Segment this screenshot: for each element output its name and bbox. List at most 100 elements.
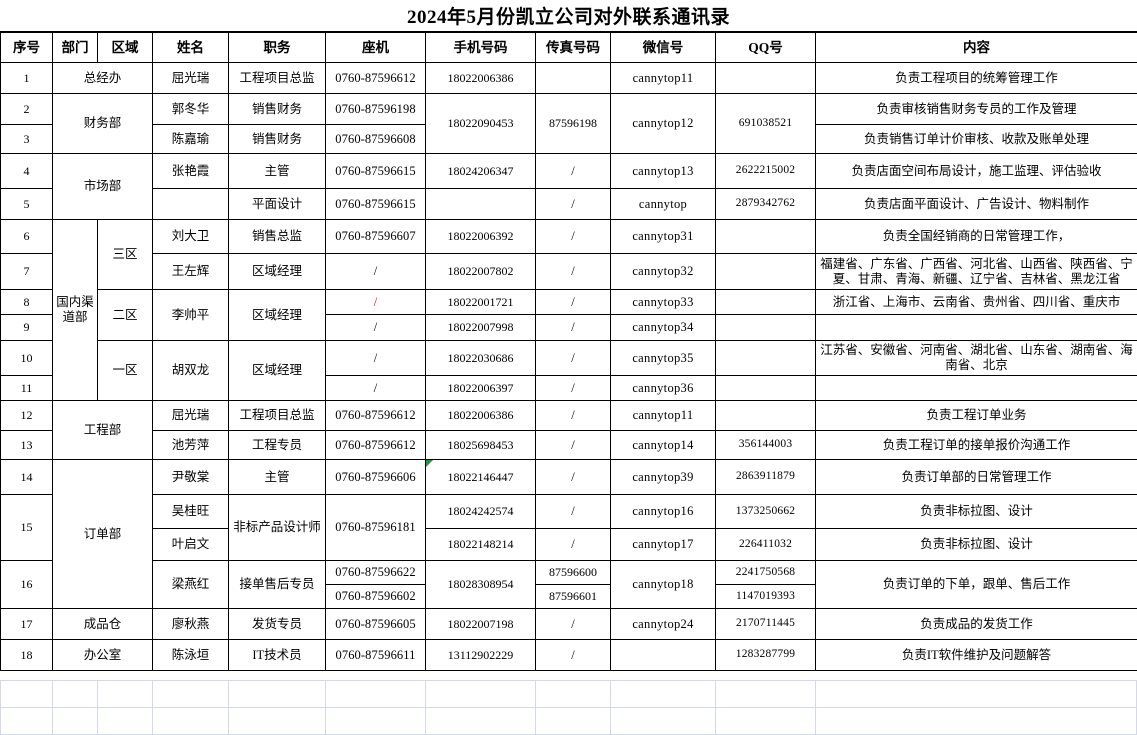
cell-seq: 10 [0, 340, 53, 376]
column-header-fax: 传真号码 [535, 32, 611, 63]
cell-fax: / [535, 289, 611, 315]
cell-content: 负责订单的下单，跟单、售后工作 [815, 560, 1137, 609]
cell-tel: 0760-87596612 [325, 62, 426, 94]
cell-wechat: cannytop14 [610, 430, 716, 460]
cell-tel: 0760-87596615 [325, 188, 426, 220]
cell-tel: 0760-87596608 [325, 124, 426, 154]
cell-fax: / [535, 153, 611, 189]
cell-name: 池芳萍 [152, 430, 229, 460]
cell-seq: 6 [0, 219, 53, 254]
cell-content: 负责店面平面设计、广告设计、物料制作 [815, 188, 1137, 220]
cell-qq: 2170711445 [715, 608, 816, 640]
cell-qq [715, 289, 816, 315]
cell-position: 主管 [228, 153, 326, 189]
table-row: 3 陈嘉瑜 销售财务 0760-87596608 负责销售订单计价审核、收款及账… [0, 124, 1137, 154]
cell-fax-secondary: 87596601 [535, 584, 611, 609]
cell-content: 负责全国经销商的日常管理工作， [815, 219, 1137, 254]
cell-dept: 国内渠道部 [52, 219, 98, 401]
cell-qq: 226411032 [715, 528, 816, 561]
cell-tel: 0760-87596181 [325, 494, 426, 561]
cell-fax: / [535, 253, 611, 290]
cell-wechat: cannytop34 [610, 314, 716, 341]
table-row: 18 办公室 陈泳垣 IT技术员 0760-87596611 131129022… [0, 639, 1137, 671]
cell-qq-secondary: 1147019393 [715, 584, 816, 609]
cell-mobile: 18024206347 [425, 153, 536, 189]
cell-seq: 9 [0, 314, 53, 341]
cell-position: 区域经理 [228, 289, 326, 341]
table-row: 13 池芳萍 工程专员 0760-87596612 18025698453 / … [0, 430, 1137, 460]
cell-qq: 356144003 [715, 430, 816, 460]
cell-fax: / [535, 314, 611, 341]
document-title-bar: 2024年5月份凯立公司对外联系通讯录 [0, 0, 1137, 32]
cell-dept: 工程部 [52, 400, 153, 460]
cell-mobile: 18022001721 [425, 289, 536, 315]
cell-content [815, 314, 1137, 341]
cell-position: 发货专员 [228, 608, 326, 640]
column-header-region: 区域 [97, 32, 153, 63]
cell-fax: / [535, 219, 611, 254]
cell-position: 工程项目总监 [228, 62, 326, 94]
cell-name: 梁燕红 [152, 560, 229, 609]
cell-name: 叶启文 [152, 528, 229, 561]
cell-tel: 0760-87596606 [325, 459, 426, 495]
cell-wechat: cannytop36 [610, 375, 716, 401]
table-row: 7 王左辉 区域经理 / 18022007802 / cannytop32 福建… [0, 253, 1137, 290]
cell-position: 销售总监 [228, 219, 326, 254]
cell-seq: 7 [0, 253, 53, 290]
cell-name: 屈光瑞 [152, 62, 229, 94]
cell-mobile: 18028308954 [425, 560, 536, 609]
cell-mobile: 18022007198 [425, 608, 536, 640]
empty-grid-area [0, 680, 1137, 735]
column-header-mobile: 手机号码 [425, 32, 536, 63]
cell-mobile: 18022090453 [425, 93, 536, 154]
cell-position: 接单售后专员 [228, 560, 326, 609]
cell-region: 三区 [97, 219, 153, 290]
cell-name: 吴桂旺 [152, 494, 229, 529]
cell-tel: / [325, 314, 426, 341]
cell-dept: 订单部 [52, 459, 153, 609]
cell-wechat: cannytop11 [610, 62, 716, 94]
cell-wechat: cannytop31 [610, 219, 716, 254]
cell-wechat: cannytop12 [610, 93, 716, 154]
cell-qq: 691038521 [715, 93, 816, 154]
cell-wechat: cannytop33 [610, 289, 716, 315]
cell-name: 陈泳垣 [152, 639, 229, 671]
cell-name: 屈光瑞 [152, 400, 229, 431]
cell-mobile: 13112902229 [425, 639, 536, 671]
cell-mobile: 18022007802 [425, 253, 536, 290]
column-header-content: 内容 [815, 32, 1137, 63]
cell-content: 负责审核销售财务专员的工作及管理 [815, 93, 1137, 125]
cell-fax: 87596600 [535, 560, 611, 585]
cell-qq [715, 375, 816, 401]
cell-qq [715, 340, 816, 376]
cell-name: 廖秋燕 [152, 608, 229, 640]
cell-position: 非标产品设计师 [228, 494, 326, 561]
cell-qq: 1283287799 [715, 639, 816, 671]
cell-position: 工程项目总监 [228, 400, 326, 431]
cell-fax: / [535, 639, 611, 671]
cell-name: 刘大卫 [152, 219, 229, 254]
cell-content [815, 375, 1137, 401]
cell-seq: 11 [0, 375, 53, 401]
cell-qq: 1373250662 [715, 494, 816, 529]
cell-name: 陈嘉瑜 [152, 124, 229, 154]
cell-mobile: 18022006386 [425, 62, 536, 94]
cell-tel: 0760-87596612 [325, 430, 426, 460]
cell-tel: 0760-87596611 [325, 639, 426, 671]
cell-content: 负责工程项目的统筹管理工作 [815, 62, 1137, 94]
cell-position: 销售财务 [228, 93, 326, 125]
cell-dept: 总经办 [52, 62, 153, 94]
cell-dept: 市场部 [52, 153, 153, 220]
cell-content: 福建省、广东省、广西省、河北省、山西省、陕西省、宁夏、甘肃、青海、新疆、辽宁省、… [815, 253, 1137, 290]
table-row: 0760-87596602 87596601 1147019393 [1, 584, 1137, 609]
cell-mobile: 18022006386 [425, 400, 536, 431]
cell-wechat: cannytop35 [610, 340, 716, 376]
cell-content: 负责工程订单的接单报价沟通工作 [815, 430, 1137, 460]
cell-seq: 1 [0, 62, 53, 94]
cell-tel: / [325, 340, 426, 376]
cell-mobile [425, 188, 536, 220]
table-row: 6 国内渠道部 三区 刘大卫 销售总监 0760-87596607 180220… [0, 219, 1137, 401]
cell-tel: 0760-87596605 [325, 608, 426, 640]
cell-fax [535, 62, 611, 94]
